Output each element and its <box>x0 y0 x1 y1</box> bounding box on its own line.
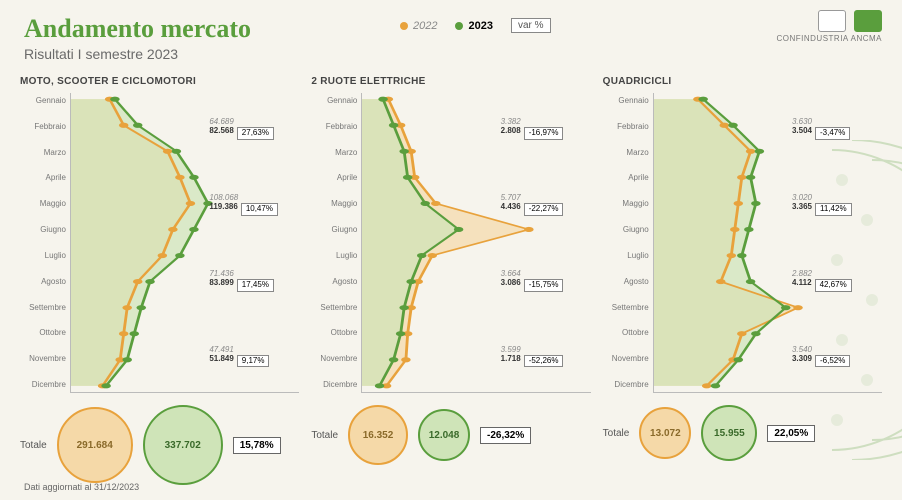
month-label: Ottobre <box>20 329 70 337</box>
total-pct-box: -26,32% <box>480 427 531 444</box>
chart-area: 3.3822.808-16,97% 5.7074.436-22,27% 3.6643… <box>361 93 590 393</box>
chart-wrap: Gennaio Febbraio Marzo Aprile Maggio Giugno Lu… <box>20 93 299 393</box>
totals-row: Totale 16.35212.048 -26,32% <box>311 405 590 465</box>
month-label: Gennaio <box>603 97 653 105</box>
month-label: Gennaio <box>20 97 70 105</box>
annotation: 3.3822.808-16,97% <box>501 118 564 140</box>
month-label: Settembre <box>603 304 653 312</box>
month-label: Febbraio <box>603 123 653 131</box>
month-label: Maggio <box>20 200 70 208</box>
logos: CONFINDUSTRIA ANCMA <box>776 10 882 43</box>
total-label: Totale <box>311 430 338 441</box>
annotation: 108.068119.38610,47% <box>209 194 278 216</box>
annotation: 3.6643.086-15,75% <box>501 270 564 292</box>
total-label: Totale <box>20 440 47 451</box>
tire-decoration-icon <box>772 140 902 460</box>
month-label: Giugno <box>20 226 70 234</box>
month-label: Giugno <box>603 226 653 234</box>
month-label: Marzo <box>603 149 653 157</box>
month-label: Gennaio <box>311 97 361 105</box>
legend-label-2023: 2023 <box>468 20 492 32</box>
ancma-logo-icon <box>854 10 882 32</box>
month-label: Ottobre <box>603 329 653 337</box>
legend-var: var % <box>511 18 551 33</box>
confindustria-logo-icon <box>818 10 846 32</box>
annotation: 3.5991.718-52,26% <box>501 346 564 368</box>
month-label: Agosto <box>311 278 361 286</box>
panel-title: MOTO, SCOOTER E CICLOMOTORI <box>20 76 299 87</box>
month-label: Luglio <box>603 252 653 260</box>
months-axis: Gennaio Febbraio Marzo Aprile Maggio Giugno Lu… <box>603 93 653 393</box>
footer-note: Dati aggiornati al 31/12/2023 <box>24 482 139 492</box>
month-label: Ottobre <box>311 329 361 337</box>
total-circle-2023: 337.702 <box>143 405 223 485</box>
month-label: Novembre <box>603 355 653 363</box>
month-label: Dicembre <box>20 381 70 389</box>
annotation: 64.68982.56827,63% <box>209 118 274 140</box>
month-label: Agosto <box>603 278 653 286</box>
month-label: Agosto <box>20 278 70 286</box>
month-label: Febbraio <box>20 123 70 131</box>
month-label: Luglio <box>311 252 361 260</box>
month-label: Dicembre <box>311 381 361 389</box>
totals-row: Totale 291.684337.702 15,78% <box>20 405 299 485</box>
month-label: Giugno <box>311 226 361 234</box>
month-label: Maggio <box>603 200 653 208</box>
month-label: Aprile <box>311 174 361 182</box>
panel-title: QUADRICICLI <box>603 76 882 87</box>
month-label: Marzo <box>311 149 361 157</box>
month-label: Marzo <box>20 149 70 157</box>
annotation: 47.49151.8499,17% <box>209 346 269 368</box>
months-axis: Gennaio Febbraio Marzo Aprile Maggio Giugno Lu… <box>311 93 361 393</box>
legend-2023: 2023 <box>455 20 492 32</box>
annotation: 5.7074.436-22,27% <box>501 194 564 216</box>
page-subtitle: Risultati I semestre 2023 <box>24 46 878 62</box>
total-circle-2022: 291.684 <box>57 407 133 483</box>
annotation: 3.6303.504-3,47% <box>792 118 850 140</box>
chart-wrap: Gennaio Febbraio Marzo Aprile Maggio Giugno Lu… <box>311 93 590 393</box>
panels: MOTO, SCOOTER E CICLOMOTORI Gennaio Febbra… <box>0 66 902 485</box>
month-label: Febbraio <box>311 123 361 131</box>
legend-2022: 2022 <box>400 20 437 32</box>
month-label: Settembre <box>20 304 70 312</box>
panel: 2 RUOTE ELETTRICHE Gennaio Febbraio Marzo Ap… <box>311 76 590 485</box>
month-label: Dicembre <box>603 381 653 389</box>
chart-area: 64.68982.56827,63% 108.068119.38610,47% 71… <box>70 93 299 393</box>
month-label: Maggio <box>311 200 361 208</box>
legend-dot-2022 <box>400 22 408 30</box>
total-pct-box: 15,78% <box>233 437 281 454</box>
legend-label-2022: 2022 <box>413 20 437 32</box>
legend: 2022 2023 var % <box>400 18 551 33</box>
header: Andamento mercato Risultati I semestre 2… <box>0 0 902 66</box>
logos-text: CONFINDUSTRIA ANCMA <box>776 34 882 43</box>
month-label: Luglio <box>20 252 70 260</box>
months-axis: Gennaio Febbraio Marzo Aprile Maggio Giugno Lu… <box>20 93 70 393</box>
total-circle-2022: 13.072 <box>639 407 691 459</box>
month-label: Novembre <box>20 355 70 363</box>
month-label: Aprile <box>603 174 653 182</box>
total-circle-2022: 16.352 <box>348 405 408 465</box>
month-label: Novembre <box>311 355 361 363</box>
legend-dot-2023 <box>455 22 463 30</box>
total-circle-2023: 12.048 <box>418 409 470 461</box>
month-label: Aprile <box>20 174 70 182</box>
total-label: Totale <box>603 428 630 439</box>
panel: MOTO, SCOOTER E CICLOMOTORI Gennaio Febbra… <box>20 76 299 485</box>
annotation: 71.43683.89917,45% <box>209 270 274 292</box>
month-label: Settembre <box>311 304 361 312</box>
panel-title: 2 RUOTE ELETTRICHE <box>311 76 590 87</box>
total-circle-2023: 15.955 <box>701 405 757 461</box>
